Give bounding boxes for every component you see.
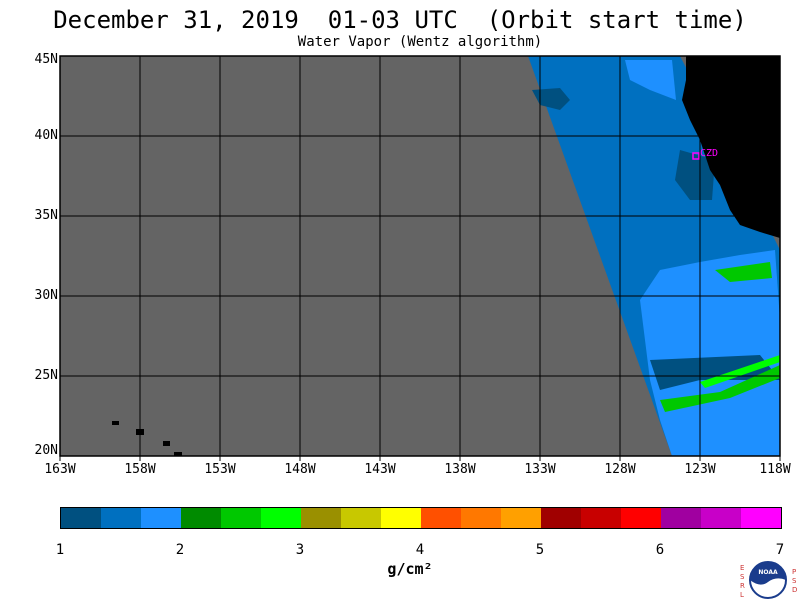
colorbar-segment (621, 508, 661, 528)
colorbar-segment (741, 508, 781, 528)
colorbar-segment (181, 508, 221, 528)
lat-label-20n: 20N (34, 443, 58, 458)
lat-label-30n: 30N (34, 288, 58, 303)
logo-letter-p: P (792, 568, 796, 576)
map-gridlines (60, 56, 780, 456)
lon-label-153w: 153W (204, 462, 236, 477)
chart-title: December 31, 2019 01-03 UTC (Orbit start… (53, 6, 747, 34)
lon-label-143w: 143W (364, 462, 396, 477)
colorbar-tick-3: 3 (295, 542, 305, 558)
colorbar-tick-4: 4 (415, 542, 425, 558)
lon-label-128w: 128W (604, 462, 636, 477)
colorbar-tick-6: 6 (655, 542, 665, 558)
colorbar-tick-2: 2 (175, 542, 185, 558)
swath-dark-blue-2 (650, 355, 780, 390)
logo-letter-e: E (740, 564, 744, 572)
colorbar-segment (501, 508, 541, 528)
colorbar-segment (421, 508, 461, 528)
colorbar-segment (341, 508, 381, 528)
lon-label-163w: 163W (44, 462, 76, 477)
map-frame (59, 55, 781, 457)
colorbar-unit-label: g/cm² (387, 560, 433, 578)
colorbar-tick-1: 1 (55, 542, 65, 558)
colorbar-tick-7: 7 (775, 542, 785, 558)
colorbar-segment (381, 508, 421, 528)
island-4 (174, 452, 182, 456)
station-marker (692, 152, 700, 160)
island-3 (163, 441, 170, 446)
lon-label-138w: 138W (444, 462, 476, 477)
logo-letter-r: R (740, 582, 745, 590)
logo-letter-l: L (740, 591, 744, 599)
logo-letter-d: D (792, 586, 797, 594)
noaa-esrl-psd-logo: NOAA E S R L P S D (740, 561, 797, 599)
swath-dark-blue-1 (532, 88, 570, 110)
colorbar-segment (581, 508, 621, 528)
colorbar-segment (661, 508, 701, 528)
colorbar-segment (261, 508, 301, 528)
water-vapor-band-3 (700, 355, 780, 388)
noaa-badge-text: NOAA (758, 569, 778, 576)
lat-label-40n: 40N (34, 128, 58, 143)
lon-label-118w: 118W (759, 462, 791, 477)
colorbar-segment (301, 508, 341, 528)
water-vapor-band-1 (715, 262, 772, 282)
logo-letter-s: S (740, 573, 745, 581)
colorbar-segment (101, 508, 141, 528)
logo-letter-s2: S (792, 577, 797, 585)
chart-subtitle: Water Vapor (Wentz algorithm) (297, 34, 543, 50)
lon-label-158w: 158W (124, 462, 156, 477)
colorbar-tick-5: 5 (535, 542, 545, 558)
lon-label-123w: 123W (684, 462, 716, 477)
colorbar (60, 507, 782, 529)
lat-label-45n: 45N (34, 52, 58, 67)
colorbar-segment (541, 508, 581, 528)
colorbar-segment (221, 508, 261, 528)
swath-light-blue-north (625, 60, 676, 100)
water-vapor-band-2 (660, 365, 780, 412)
lat-label-25n: 25N (34, 368, 58, 383)
colorbar-segment (141, 508, 181, 528)
lon-label-148w: 148W (284, 462, 316, 477)
colorbar-segment (61, 508, 101, 528)
lat-label-35n: 35N (34, 208, 58, 223)
map-ticks (59, 456, 781, 461)
land-mass (682, 56, 780, 238)
station-label: CZD (700, 148, 718, 159)
island-1 (112, 421, 119, 425)
noaa-emblem-top (750, 562, 786, 585)
colorbar-segment (701, 508, 741, 528)
lon-label-133w: 133W (524, 462, 556, 477)
colorbar-segment (461, 508, 501, 528)
swath-dark-blue-3 (675, 150, 715, 200)
